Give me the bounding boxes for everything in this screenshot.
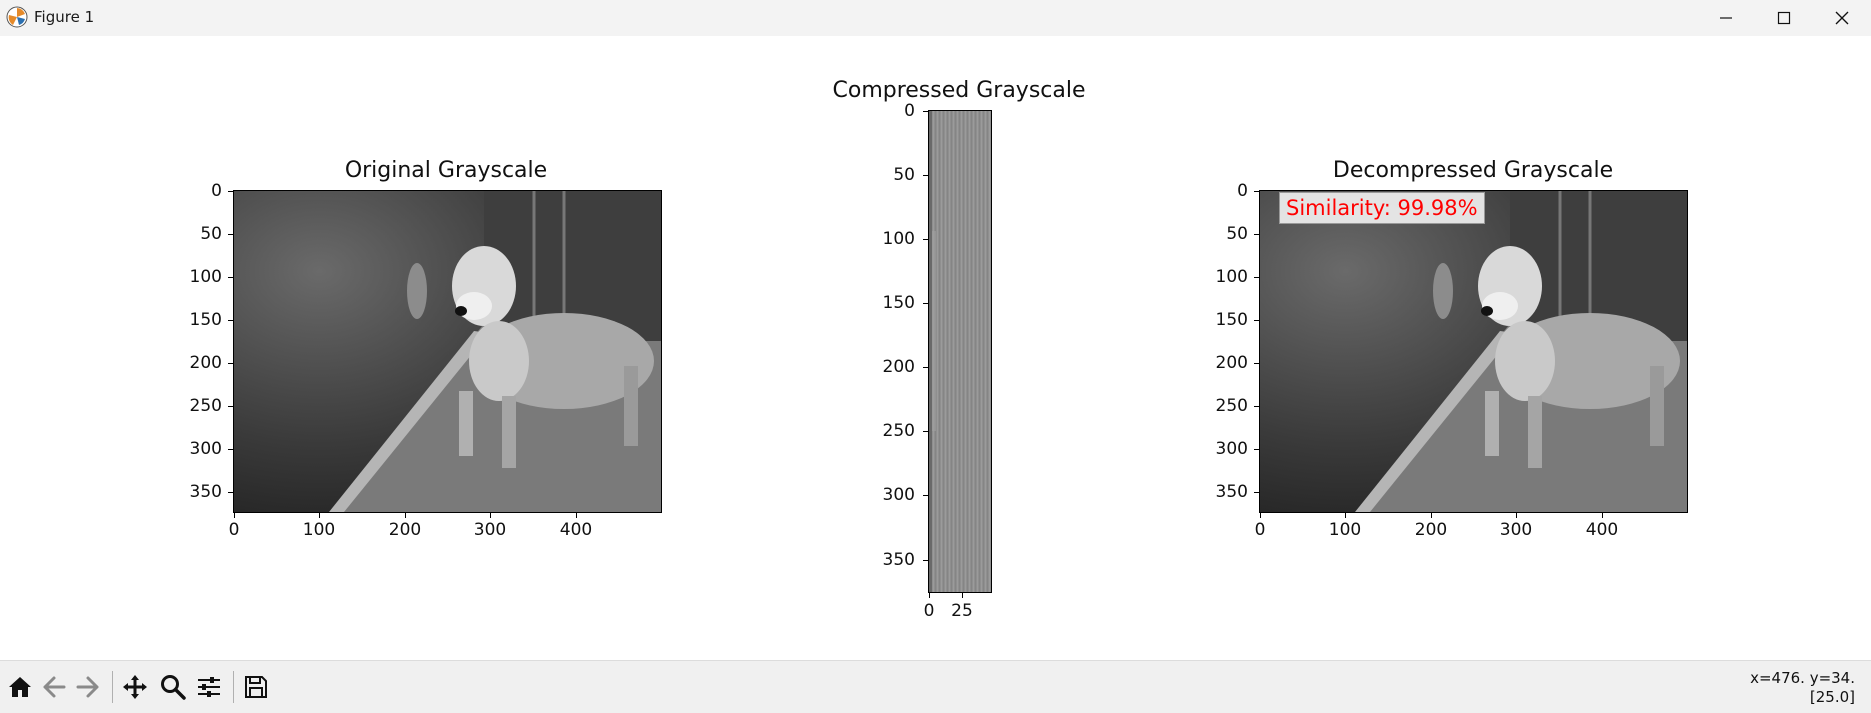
y-tick-label: 150 xyxy=(1215,310,1248,330)
x-tick-label: 200 xyxy=(1414,520,1448,540)
save-icon xyxy=(245,676,267,698)
y-tick-label: 250 xyxy=(189,396,222,416)
maximize-icon xyxy=(1777,11,1791,25)
close-button[interactable] xyxy=(1813,0,1871,36)
y-tick-label: 350 xyxy=(1215,482,1248,502)
forward-icon xyxy=(76,676,99,698)
y-tick-label: 300 xyxy=(882,485,915,505)
close-icon xyxy=(1835,11,1849,25)
configure-subplots-button[interactable] xyxy=(193,671,225,703)
plot-title-original: Original Grayscale xyxy=(344,158,548,183)
x-tick-label: 300 xyxy=(1499,520,1533,540)
y-tick-label: 250 xyxy=(1215,396,1248,416)
zoom-icon xyxy=(161,675,186,700)
back-button[interactable] xyxy=(38,671,70,703)
pan-button[interactable] xyxy=(119,671,151,703)
compressed-image xyxy=(928,110,992,593)
y-tick-label: 200 xyxy=(189,353,222,373)
similarity-annotation: Similarity: 99.98% xyxy=(1279,192,1485,224)
y-tick-label: 50 xyxy=(1226,224,1248,244)
x-tick-label: 400 xyxy=(559,520,593,540)
cursor-coordinates: x=476. y=34. [25.0] xyxy=(1750,669,1855,707)
y-tick-label: 150 xyxy=(189,310,222,330)
y-tick-label: 50 xyxy=(893,165,915,185)
y-tick-label: 0 xyxy=(211,181,222,201)
y-tick-label: 350 xyxy=(189,482,222,502)
maximize-button[interactable] xyxy=(1755,0,1813,36)
minimize-button[interactable] xyxy=(1697,0,1755,36)
home-icon xyxy=(9,677,31,697)
x-tick-label: 400 xyxy=(1585,520,1619,540)
y-tick-label: 0 xyxy=(1237,181,1248,201)
y-tick-label: 100 xyxy=(882,229,915,249)
y-tick-label: 200 xyxy=(882,357,915,377)
x-tick-label: 100 xyxy=(302,520,336,540)
x-tick-label: 200 xyxy=(388,520,422,540)
y-tick-label: 0 xyxy=(904,101,915,121)
x-tick-label: 0 xyxy=(228,520,240,540)
window-title: Figure 1 xyxy=(34,8,95,26)
window-titlebar: Figure 1 xyxy=(0,0,1871,37)
back-icon xyxy=(43,676,66,698)
y-tick-label: 300 xyxy=(189,439,222,459)
matplotlib-icon xyxy=(6,6,28,28)
x-tick-label: 0 xyxy=(1254,520,1266,540)
forward-button[interactable] xyxy=(72,671,104,703)
minimize-icon xyxy=(1720,17,1732,19)
y-tick-label: 50 xyxy=(200,224,222,244)
zoom-button[interactable] xyxy=(157,671,189,703)
save-button[interactable] xyxy=(240,671,272,703)
dog-photo-original xyxy=(234,191,661,512)
compressed-pattern xyxy=(929,111,991,592)
y-tick-label: 100 xyxy=(189,267,222,287)
navigation-toolbar: x=476. y=34. [25.0] xyxy=(0,660,1871,713)
x-tick-label: 300 xyxy=(473,520,507,540)
coords-line-1: x=476. y=34. xyxy=(1750,669,1855,687)
plot-title-compressed: Compressed Grayscale xyxy=(832,78,1086,103)
y-tick-label: 100 xyxy=(1215,267,1248,287)
configure-subplots-icon xyxy=(198,677,220,697)
y-tick-label: 350 xyxy=(882,550,915,570)
dog-photo-decompressed xyxy=(1260,191,1687,512)
plot-title-decompressed: Decompressed Grayscale xyxy=(1332,158,1614,183)
pan-icon xyxy=(123,675,147,699)
x-tick-label: 25 xyxy=(951,601,973,621)
x-tick-label: 0 xyxy=(923,601,935,621)
x-tick-label: 100 xyxy=(1328,520,1362,540)
home-button[interactable] xyxy=(4,671,36,703)
original-image xyxy=(233,190,662,513)
y-tick-label: 250 xyxy=(882,421,915,441)
y-tick-label: 150 xyxy=(882,293,915,313)
decompressed-image xyxy=(1259,190,1688,513)
coords-line-2: [25.0] xyxy=(1809,688,1855,706)
y-tick-label: 300 xyxy=(1215,439,1248,459)
y-tick-label: 200 xyxy=(1215,353,1248,373)
